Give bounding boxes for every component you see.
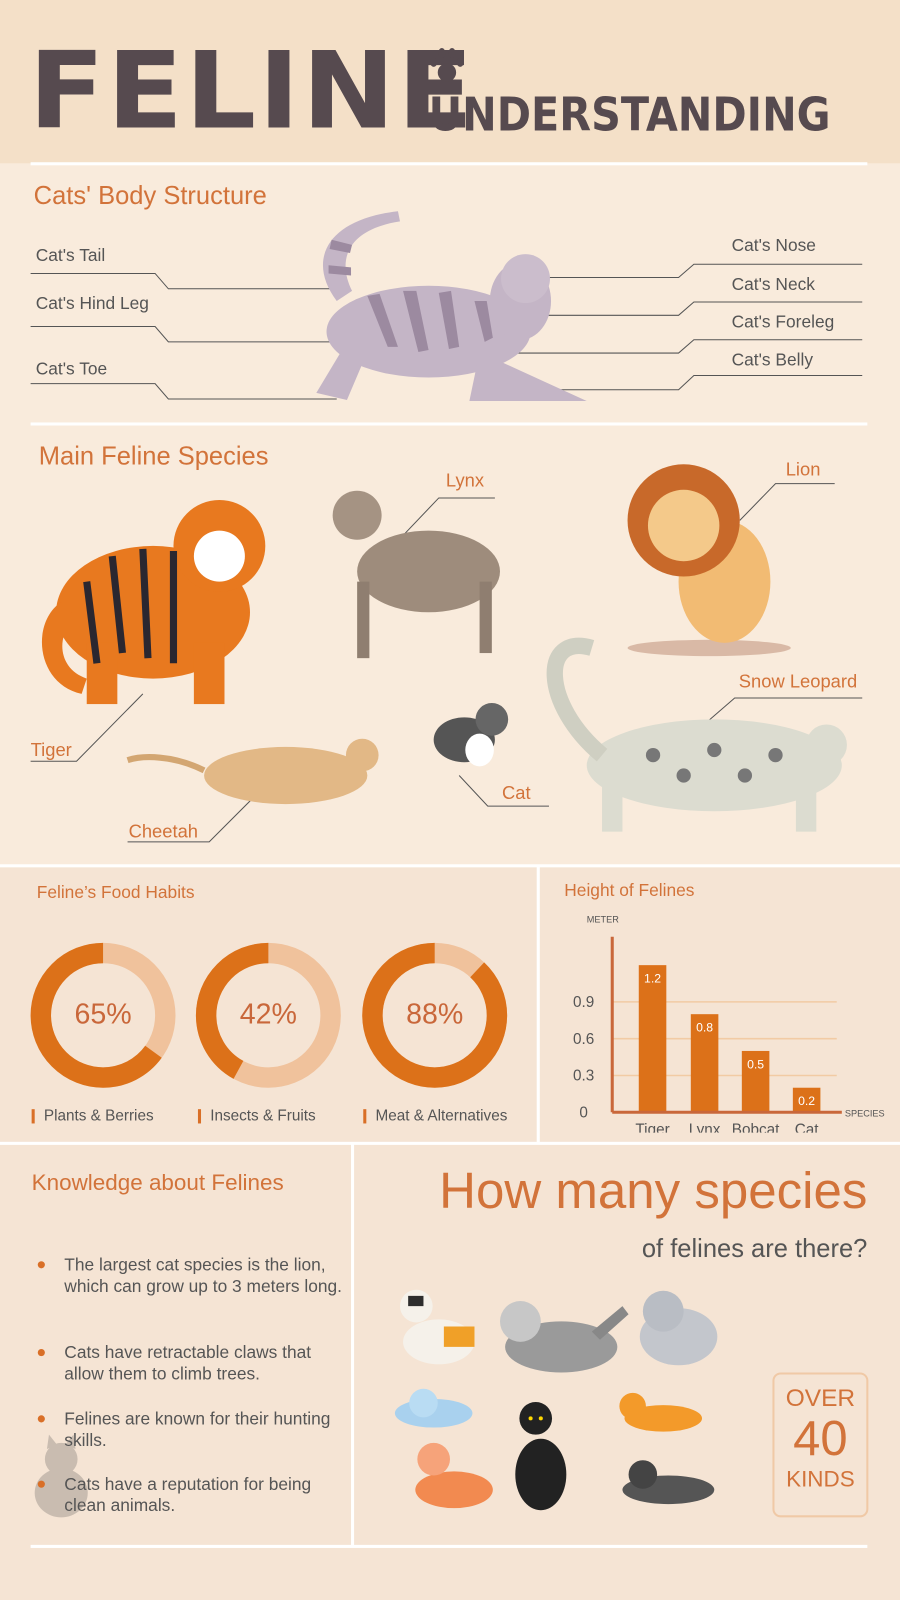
food-donuts — [30, 942, 508, 1088]
lynx-illustration — [332, 490, 500, 659]
species-illustrations — [30, 464, 863, 843]
divider — [30, 162, 868, 166]
divider — [0, 864, 900, 868]
kinds-text: KINDS — [786, 1466, 855, 1492]
label-cat: Cat — [502, 782, 531, 804]
divider — [536, 865, 540, 1143]
donut-value: 42% — [239, 997, 297, 1030]
donut-arc — [30, 942, 176, 1088]
label-lion: Lion — [785, 459, 821, 480]
bar-data-label: 1.2 — [644, 971, 661, 985]
label-tiger: Tiger — [30, 739, 72, 761]
bar-data-label: 0.2 — [798, 1094, 815, 1108]
label-snow-leopard: Snow Leopard — [738, 671, 858, 692]
over-text: OVER — [785, 1384, 856, 1413]
label-hind-leg: Cat's Hind Leg — [35, 293, 149, 314]
tiger-illustration — [41, 499, 266, 705]
gray-cat — [499, 1301, 629, 1373]
how-many-title: How many species — [439, 1162, 868, 1220]
divider — [0, 1141, 900, 1145]
divider — [30, 1544, 868, 1548]
y-tick-label: 0.9 — [573, 994, 594, 1011]
calico-cat — [399, 1289, 475, 1365]
donut-value: 88% — [406, 997, 464, 1030]
cat-illustration — [316, 211, 587, 402]
donut-arc — [195, 942, 341, 1088]
label-nose: Cat's Nose — [731, 235, 816, 256]
legend-plants: Plants & Berries — [31, 1108, 154, 1123]
chart-title: Height of Felines — [564, 880, 695, 900]
bullet-icon — [37, 1480, 45, 1488]
y-tick-label: 0 — [579, 1104, 588, 1121]
snow-leopard-illustration — [546, 637, 847, 832]
bullet-icon — [37, 1348, 45, 1357]
y-axis-label: METER — [587, 914, 619, 924]
orange-cat-lying — [619, 1392, 703, 1432]
blue-cat — [394, 1388, 473, 1428]
label-belly: Cat's Belly — [731, 349, 814, 370]
fact-item: Felines are known for their hunting skil… — [37, 1408, 355, 1451]
donut-arc — [362, 942, 508, 1088]
fact-text: Cats have a reputation for being clean a… — [64, 1474, 312, 1516]
x-axis-label: SPECIES — [845, 1108, 885, 1118]
fact-item: Cats have retractable claws that allow t… — [37, 1342, 355, 1385]
bar-cat — [792, 1087, 821, 1113]
x-tick-label: Tiger — [635, 1122, 669, 1133]
bar-data-label: 0.5 — [747, 1057, 764, 1071]
food-title: Feline’s Food Habits — [36, 882, 195, 903]
label-foreleg: Cat's Foreleg — [731, 312, 835, 332]
fact-text: The largest cat species is the lion, whi… — [64, 1255, 342, 1296]
label-toe: Cat's Toe — [35, 359, 108, 379]
bar-tiger — [638, 965, 667, 1113]
how-many-subtitle: of felines are there? — [641, 1234, 868, 1264]
knowledge-title: Knowledge about Felines — [31, 1169, 284, 1195]
sphynx-cat — [415, 1442, 493, 1509]
x-tick-label: Cat — [795, 1122, 820, 1133]
count-text: 40 — [793, 1412, 848, 1467]
species-title: Main Feline Species — [38, 441, 269, 471]
label-tail: Cat's Tail — [35, 245, 106, 266]
donut-value: 65% — [74, 997, 132, 1030]
bar-data-label: 0.8 — [696, 1021, 713, 1035]
lion-illustration — [627, 464, 791, 657]
paw-icon — [430, 47, 464, 82]
bar-bobcat — [741, 1050, 770, 1113]
cat-illustration — [433, 703, 509, 767]
header — [0, 0, 900, 164]
fact-item: Cats have a reputation for being clean a… — [37, 1473, 355, 1516]
fact-item: The largest cat species is the lion, whi… — [37, 1254, 355, 1297]
legend-meat: Meat & Alternatives — [363, 1108, 507, 1123]
x-tick-label: Lynx — [689, 1122, 721, 1133]
black-cat — [515, 1402, 567, 1511]
body-structure-title: Cats' Body Structure — [33, 181, 267, 211]
tabby-gray-cat — [639, 1290, 718, 1366]
divider — [351, 1142, 355, 1546]
title-feline: FELINE — [28, 28, 476, 154]
gray-cat-lying — [622, 1460, 715, 1505]
height-bar-chart: METER 0 0.3 0.6 0.9 1.2 Tiger 0.8 Lynx 0.5 Bobcat 0… — [573, 914, 885, 1133]
cat-breeds-illustration — [394, 1289, 718, 1511]
cheetah-illustration — [126, 738, 379, 805]
cat-silhouette-icon — [34, 1434, 88, 1518]
y-tick-label: 0.3 — [573, 1068, 594, 1085]
fact-text: Cats have retractable claws that allow t… — [64, 1342, 312, 1384]
legend-insects: Insects & Fruits — [197, 1108, 316, 1123]
bullet-icon — [37, 1415, 45, 1423]
label-neck: Cat's Neck — [731, 274, 815, 294]
bullet-icon — [37, 1261, 45, 1269]
cat-body-diagram — [30, 211, 863, 402]
x-tick-label: Bobcat — [732, 1122, 780, 1133]
label-lynx: Lynx — [445, 470, 485, 491]
title-understanding: UNDERSTANDING — [428, 87, 831, 142]
y-tick-label: 0.6 — [573, 1031, 594, 1048]
label-cheetah: Cheetah — [128, 821, 199, 842]
divider — [30, 422, 868, 426]
bar-lynx — [690, 1014, 719, 1113]
fact-text: Felines are known for their hunting skil… — [64, 1409, 331, 1450]
over-40-kinds-badge: OVER 40 KINDS — [772, 1372, 869, 1518]
